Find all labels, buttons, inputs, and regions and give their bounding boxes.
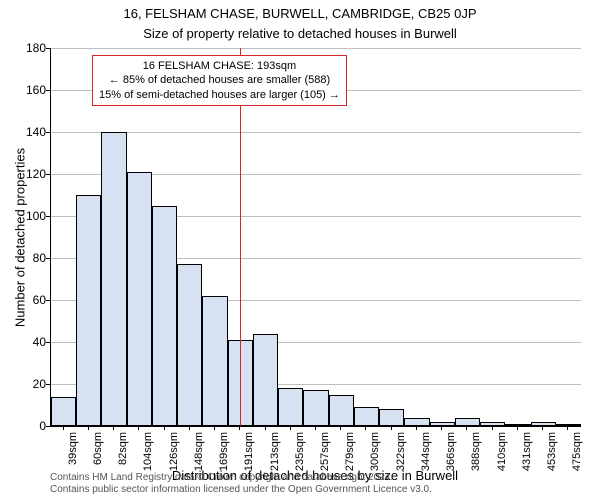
chart-container: 16, FELSHAM CHASE, BURWELL, CAMBRIDGE, C… bbox=[0, 0, 600, 500]
ytick-label: 120 bbox=[16, 167, 46, 181]
ytick-label: 20 bbox=[16, 377, 46, 391]
ytick-label: 80 bbox=[16, 251, 46, 265]
xtick-mark bbox=[265, 426, 266, 430]
histogram-bar bbox=[354, 407, 379, 426]
xtick-label: 213sqm bbox=[269, 432, 281, 471]
histogram-bar bbox=[278, 388, 303, 426]
ytick-label: 140 bbox=[16, 125, 46, 139]
xtick-label: 82sqm bbox=[117, 432, 129, 465]
ytick-label: 0 bbox=[16, 419, 46, 433]
ytick-label: 100 bbox=[16, 209, 46, 223]
xtick-label: 257sqm bbox=[319, 432, 331, 471]
histogram-bar bbox=[127, 172, 152, 426]
annotation-line: ← 85% of detached houses are smaller (58… bbox=[99, 73, 340, 87]
histogram-bar bbox=[152, 206, 177, 427]
ytick-mark bbox=[46, 174, 50, 175]
xtick-label: 126sqm bbox=[168, 432, 180, 471]
xtick-mark bbox=[189, 426, 190, 430]
xtick-label: 410sqm bbox=[496, 432, 508, 471]
histogram-bar bbox=[76, 195, 101, 426]
ytick-mark bbox=[46, 216, 50, 217]
histogram-bar bbox=[177, 264, 202, 426]
footer-note: Contains HM Land Registry data © Crown c… bbox=[50, 472, 432, 496]
ytick-label: 60 bbox=[16, 293, 46, 307]
xtick-mark bbox=[542, 426, 543, 430]
title-main: 16, FELSHAM CHASE, BURWELL, CAMBRIDGE, C… bbox=[0, 6, 600, 21]
ytick-mark bbox=[46, 342, 50, 343]
title-sub: Size of property relative to detached ho… bbox=[0, 26, 600, 41]
xtick-mark bbox=[492, 426, 493, 430]
xtick-label: 60sqm bbox=[92, 432, 104, 465]
xtick-label: 104sqm bbox=[142, 432, 154, 471]
xtick-label: 169sqm bbox=[218, 432, 230, 471]
ytick-label: 40 bbox=[16, 335, 46, 349]
histogram-bar bbox=[404, 418, 429, 426]
xtick-mark bbox=[290, 426, 291, 430]
xtick-mark bbox=[567, 426, 568, 430]
xtick-label: 475sqm bbox=[571, 432, 583, 471]
ytick-label: 160 bbox=[16, 83, 46, 97]
ytick-mark bbox=[46, 300, 50, 301]
xtick-mark bbox=[214, 426, 215, 430]
gridline bbox=[51, 48, 581, 49]
annotation-box: 16 FELSHAM CHASE: 193sqm← 85% of detache… bbox=[92, 55, 347, 106]
ytick-label: 180 bbox=[16, 41, 46, 55]
xtick-mark bbox=[365, 426, 366, 430]
ytick-mark bbox=[46, 48, 50, 49]
annotation-line: 16 FELSHAM CHASE: 193sqm bbox=[99, 59, 340, 73]
histogram-bar bbox=[455, 418, 480, 426]
xtick-mark bbox=[239, 426, 240, 430]
ytick-mark bbox=[46, 90, 50, 91]
xtick-label: 148sqm bbox=[193, 432, 205, 471]
xtick-label: 453sqm bbox=[546, 432, 558, 471]
ytick-mark bbox=[46, 384, 50, 385]
xtick-mark bbox=[416, 426, 417, 430]
xtick-mark bbox=[138, 426, 139, 430]
xtick-label: 235sqm bbox=[294, 432, 306, 471]
xtick-mark bbox=[466, 426, 467, 430]
xtick-label: 388sqm bbox=[470, 432, 482, 471]
ytick-mark bbox=[46, 258, 50, 259]
xtick-mark bbox=[113, 426, 114, 430]
ytick-mark bbox=[46, 132, 50, 133]
histogram-bar bbox=[202, 296, 227, 426]
xtick-mark bbox=[340, 426, 341, 430]
gridline bbox=[51, 132, 581, 133]
xtick-label: 191sqm bbox=[243, 432, 255, 471]
histogram-bar bbox=[329, 395, 354, 427]
histogram-bar bbox=[253, 334, 278, 426]
xtick-mark bbox=[164, 426, 165, 430]
xtick-label: 322sqm bbox=[395, 432, 407, 471]
xtick-label: 431sqm bbox=[521, 432, 533, 471]
histogram-bar bbox=[505, 424, 530, 426]
xtick-mark bbox=[441, 426, 442, 430]
histogram-bar bbox=[480, 422, 505, 426]
histogram-bar bbox=[101, 132, 126, 426]
xtick-mark bbox=[315, 426, 316, 430]
histogram-bar bbox=[379, 409, 404, 426]
xtick-label: 300sqm bbox=[369, 432, 381, 471]
footer-line-1: Contains HM Land Registry data © Crown c… bbox=[50, 472, 432, 484]
xtick-mark bbox=[391, 426, 392, 430]
xtick-mark bbox=[88, 426, 89, 430]
annotation-line: 15% of semi-detached houses are larger (… bbox=[99, 88, 340, 102]
xtick-label: 344sqm bbox=[420, 432, 432, 471]
xtick-mark bbox=[63, 426, 64, 430]
footer-line-2: Contains public sector information licen… bbox=[50, 484, 432, 496]
ytick-mark bbox=[46, 426, 50, 427]
xtick-label: 366sqm bbox=[445, 432, 457, 471]
xtick-label: 279sqm bbox=[344, 432, 356, 471]
xtick-mark bbox=[517, 426, 518, 430]
histogram-bar bbox=[303, 390, 328, 426]
xtick-label: 39sqm bbox=[67, 432, 79, 465]
histogram-bar bbox=[51, 397, 76, 426]
